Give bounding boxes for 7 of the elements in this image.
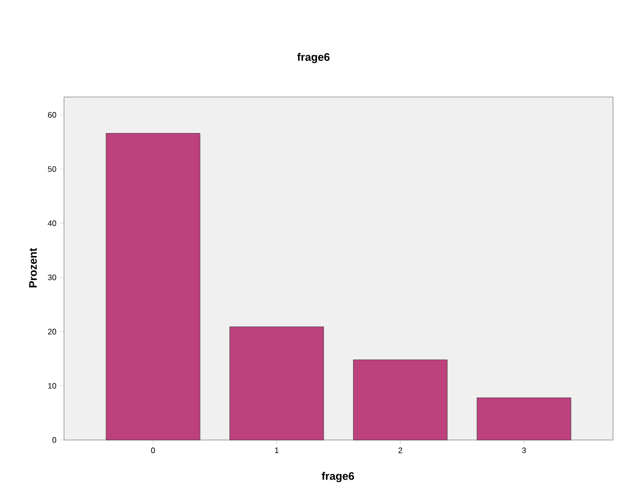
y-axis-title: Prozent — [29, 248, 37, 288]
bar — [476, 398, 572, 440]
bar — [353, 360, 448, 440]
chart-title: frage6 — [297, 52, 330, 64]
bar — [229, 326, 324, 440]
x-axis-title: frage6 — [322, 472, 354, 482]
bar — [106, 133, 200, 440]
